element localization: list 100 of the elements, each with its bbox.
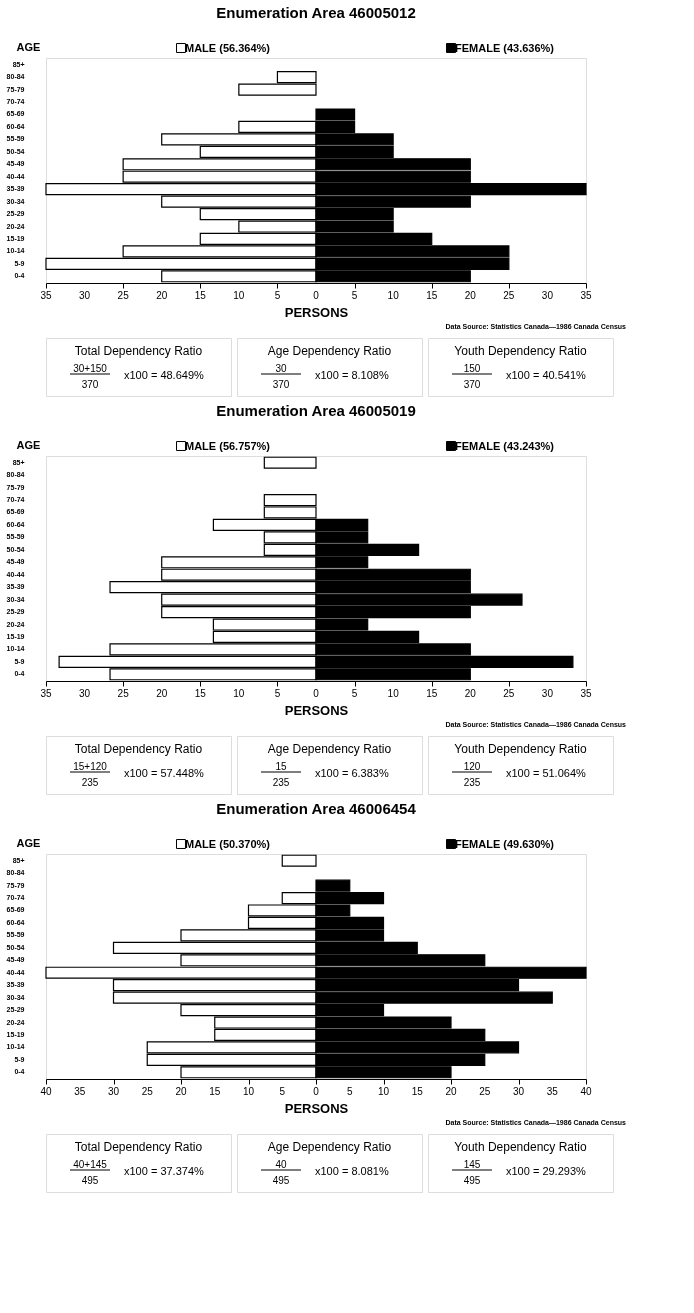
x-tick-label: 25 <box>117 688 130 699</box>
x-tick-label: 20 <box>464 688 477 699</box>
text: x100 = 29.293% <box>506 1165 587 1177</box>
text: 495 <box>272 1175 290 1186</box>
x-tick-label: 0 <box>313 688 320 699</box>
x-tick-label: 20 <box>175 1086 187 1097</box>
legend-label: FEMALE (43.243%) <box>455 440 555 452</box>
x-tick-label: 20 <box>156 688 168 699</box>
text: x100 = 48.649% <box>124 369 205 381</box>
x-tick-label: 30 <box>541 688 554 699</box>
text: x100 = 37.374% <box>124 1165 205 1177</box>
x-tick-label: 5 <box>346 1086 353 1097</box>
x-tick-label: 35 <box>40 290 52 301</box>
text: 40 <box>275 1159 287 1170</box>
text: 370 <box>272 379 290 390</box>
x-tick-label: 30 <box>107 1086 120 1097</box>
text: 145 <box>463 1159 481 1170</box>
x-tick-label: 10 <box>242 1086 255 1097</box>
legend-label: MALE (56.757%) <box>185 440 271 452</box>
x-tick-label: 5 <box>274 290 281 301</box>
x-tick-label: 35 <box>580 688 592 699</box>
x-tick-label: 10 <box>387 688 400 699</box>
legend-label: FEMALE (43.636%) <box>455 42 555 54</box>
text: Total Dependency Ratio <box>74 742 203 756</box>
x-tick-label: 30 <box>541 290 554 301</box>
legend-label: MALE (50.370%) <box>185 838 271 850</box>
x-tick-label: 5 <box>351 688 358 699</box>
text: Youth Dependency Ratio <box>454 742 587 756</box>
bar <box>281 854 317 867</box>
x-axis-title: PERSONS <box>284 1101 349 1116</box>
x-tick-label: 25 <box>503 688 515 699</box>
text: x100 = 8.108% <box>315 369 389 381</box>
text: 235 <box>463 777 481 788</box>
x-tick-label: 40 <box>580 1086 592 1097</box>
x-tick-label: 15 <box>209 1086 221 1097</box>
x-tick-label: 30 <box>512 1086 525 1097</box>
x-axis-title: PERSONS <box>284 305 349 320</box>
x-tick-label: 35 <box>40 688 52 699</box>
x-tick-label: 15 <box>426 290 438 301</box>
x-tick-label: 40 <box>40 1086 52 1097</box>
y-axis-title: AGE <box>16 836 41 849</box>
text: 495 <box>81 1175 99 1186</box>
text: 30 <box>275 363 287 374</box>
text: Total Dependency Ratio <box>74 1140 203 1154</box>
text: 120 <box>463 761 481 772</box>
x-tick-label: 5 <box>351 290 358 301</box>
text: x100 = 51.064% <box>506 767 587 779</box>
x-tick-label: 10 <box>233 290 245 301</box>
x-tick-label: 25 <box>141 1086 154 1097</box>
x-tick-label: 5 <box>279 1086 286 1097</box>
x-tick-label: 10 <box>387 290 400 301</box>
x-tick-label: 25 <box>117 290 130 301</box>
x-tick-label: 20 <box>464 290 477 301</box>
text: Age Dependency Ratio <box>267 742 392 756</box>
x-tick-label: 30 <box>79 688 91 699</box>
x-tick-label: 0 <box>313 290 320 301</box>
x-tick-label: 10 <box>377 1086 390 1097</box>
text: 15+120 <box>73 761 108 772</box>
text: Age Dependency Ratio <box>267 1140 392 1154</box>
bar <box>263 456 317 469</box>
x-tick-label: 30 <box>79 290 91 301</box>
text: 150 <box>463 363 481 374</box>
text: 30+150 <box>73 363 108 374</box>
x-tick-label: 35 <box>580 290 592 301</box>
x-tick-label: 35 <box>546 1086 559 1097</box>
chart-title: Enumeration Area 46005019 <box>216 402 416 419</box>
text: Age Dependency Ratio <box>267 344 392 358</box>
x-tick-label: 10 <box>233 688 245 699</box>
x-tick-label: 15 <box>426 688 438 699</box>
text: 495 <box>463 1175 481 1186</box>
text: 40+145 <box>73 1159 108 1170</box>
text: Youth Dependency Ratio <box>454 1140 587 1154</box>
x-tick-label: 0 <box>313 1086 320 1097</box>
x-tick-label: 15 <box>194 688 207 699</box>
y-axis-title: AGE <box>16 438 41 451</box>
text: x100 = 8.081% <box>315 1165 389 1177</box>
y-axis-title: AGE <box>16 40 41 53</box>
text: Total Dependency Ratio <box>74 344 203 358</box>
x-axis-title: PERSONS <box>284 703 349 718</box>
x-tick-label: 25 <box>503 290 515 301</box>
x-tick-label: 15 <box>194 290 207 301</box>
x-tick-label: 20 <box>445 1086 457 1097</box>
legend-label: FEMALE (49.630%) <box>455 838 555 850</box>
text: 370 <box>81 379 99 390</box>
chart-title: Enumeration Area 46006454 <box>216 800 417 817</box>
x-tick-label: 20 <box>156 290 168 301</box>
text: 235 <box>272 777 290 788</box>
x-tick-label: 25 <box>479 1086 491 1097</box>
text: Youth Dependency Ratio <box>454 344 587 358</box>
x-tick-label: 5 <box>274 688 281 699</box>
text: x100 = 40.541% <box>506 369 587 381</box>
chart-title: Enumeration Area 46005012 <box>216 4 416 21</box>
legend-label: MALE (56.364%) <box>185 42 271 54</box>
text: 15 <box>275 761 287 772</box>
x-tick-label: 35 <box>74 1086 86 1097</box>
x-tick-label: 15 <box>411 1086 424 1097</box>
text: x100 = 57.448% <box>124 767 205 779</box>
text: 235 <box>81 777 99 788</box>
text: 370 <box>463 379 481 390</box>
text: x100 = 6.383% <box>315 767 389 779</box>
